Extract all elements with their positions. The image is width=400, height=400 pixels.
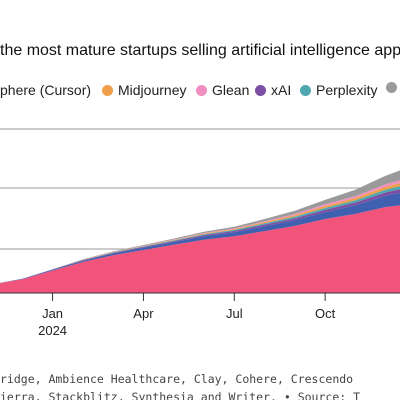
legend-item: ysphere (Cursor) bbox=[0, 82, 91, 98]
stacked-areas bbox=[0, 170, 400, 293]
legend-label: xAI bbox=[271, 82, 292, 98]
area-series-1 bbox=[0, 192, 400, 284]
legend: ysphere (Cursor) Midjourney Glean xAI Perple… bbox=[0, 82, 400, 102]
legend-label: Midjourney bbox=[118, 82, 187, 98]
footnote: ridge, Ambience Healthcare, Clay, Cohere… bbox=[0, 370, 400, 400]
legend-item: Midjourney bbox=[102, 82, 186, 98]
area-series-0 bbox=[0, 205, 400, 293]
legend-item: Glean bbox=[196, 82, 249, 98]
x-axis: Jan 2024 Apr Jul Oct bbox=[0, 292, 400, 338]
x-tick-label: Oct bbox=[315, 306, 336, 321]
legend-swatch bbox=[255, 84, 266, 96]
area-series-2 bbox=[0, 189, 400, 283]
footnote-line: ridge, Ambience Healthcare, Clay, Cohere… bbox=[0, 372, 354, 386]
legend-swatch bbox=[300, 84, 311, 96]
legend-label: Perplexity bbox=[316, 82, 378, 98]
legend-swatch bbox=[196, 84, 207, 96]
x-tick-sublabel: 2024 bbox=[38, 323, 67, 338]
footnote-line: ierra, Stackblitz, Synthesia and Writer.… bbox=[0, 390, 361, 400]
legend-item: Perplexity bbox=[300, 82, 377, 98]
x-tick-label: Apr bbox=[133, 306, 154, 321]
x-tick-label: Jan bbox=[42, 306, 63, 321]
legend-swatch bbox=[386, 82, 397, 93]
x-tick-label: Jul bbox=[226, 306, 243, 321]
legend-item: xAI bbox=[255, 82, 291, 98]
legend-label: Glean bbox=[212, 82, 250, 98]
chart-title: the most mature startups selling artific… bbox=[0, 42, 400, 59]
legend-item bbox=[386, 82, 400, 93]
chart-svg: Jan 2024 Apr Jul Oct bbox=[0, 128, 400, 338]
legend-swatch bbox=[102, 84, 113, 96]
legend-label: ysphere (Cursor) bbox=[0, 82, 92, 98]
